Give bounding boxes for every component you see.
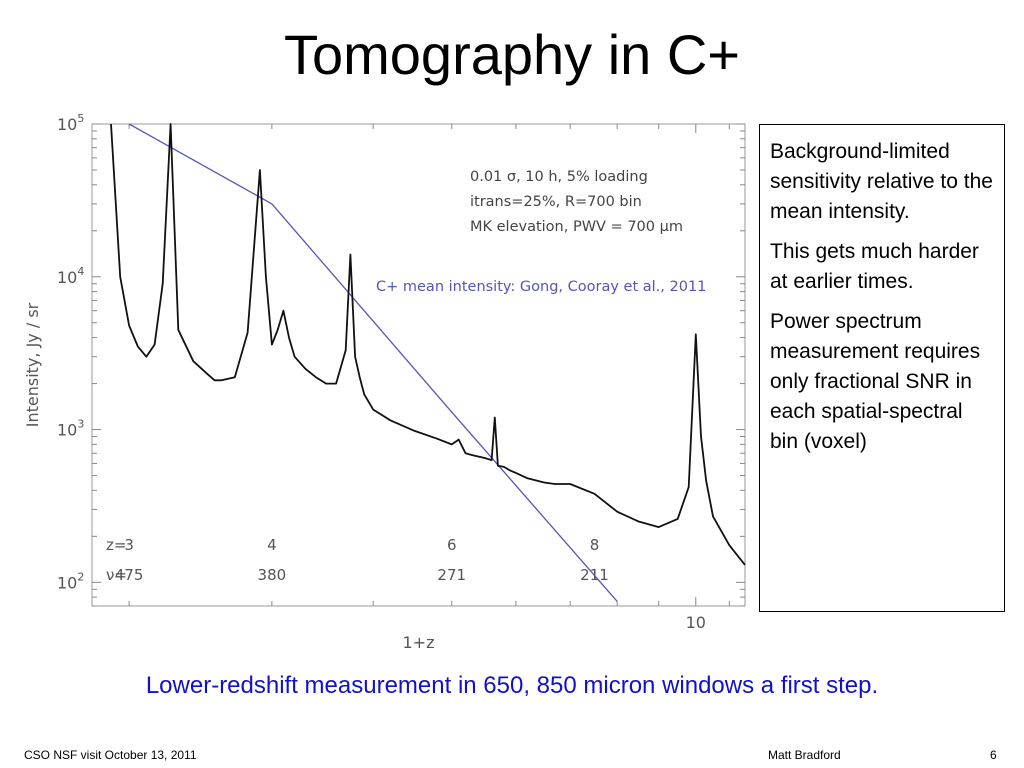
footer-author: Matt Bradford xyxy=(768,748,841,762)
slide-caption: Lower-redshift measurement in 650, 850 m… xyxy=(145,672,879,699)
series-sensitivity-line xyxy=(110,123,746,566)
series-legend-label: C+ mean intensity: Gong, Cooray et al., … xyxy=(376,279,706,295)
x-axis-label: 1+z xyxy=(403,633,435,650)
z-tick-label: 8 xyxy=(590,536,600,554)
plot-annotation: itrans=25%, R=700 bin xyxy=(470,194,642,210)
plot-series xyxy=(110,123,746,602)
note-earlier-times: This gets much harder at earlier times. xyxy=(770,240,979,293)
x-tick-label: 10 xyxy=(686,613,706,632)
y-tick-label: 104 xyxy=(57,265,84,287)
z-tick-label: 4 xyxy=(267,536,277,554)
nu-tick-label: 211 xyxy=(580,566,609,584)
nu-row-label: ν= xyxy=(106,566,127,584)
plot-annotation: MK elevation, PWV = 700 μm xyxy=(470,219,683,235)
nu-tick-label: 380 xyxy=(258,566,287,584)
notes-box: Background-limited sensitivity relative … xyxy=(759,124,1005,612)
slide-title: Tomography in C+ xyxy=(283,23,740,86)
note-background-sensitivity: Background-limited sensitivity relative … xyxy=(770,140,993,223)
y-axis-label: Intensity, Jy / sr xyxy=(23,302,42,427)
plot-labels: 102 103 104 105 10 1+z Intensity, Jy / sr 0.01 … xyxy=(23,112,706,650)
z-tick-label: 6 xyxy=(447,536,457,554)
y-tick-label: 103 xyxy=(57,418,84,440)
plot-border xyxy=(91,123,746,607)
plot-frame xyxy=(91,123,746,607)
z-tick-label: 3 xyxy=(124,536,134,554)
intensity-chart: 102 103 104 105 10 1+z Intensity, Jy / sr 0.01 … xyxy=(23,112,746,650)
series-mean-intensity-line xyxy=(128,123,618,602)
footer-event: CSO NSF visit October 13, 2011 xyxy=(24,748,197,762)
plot-annotation: 0.01 σ, 10 h, 5% loading xyxy=(470,169,648,185)
y-tick-label: 102 xyxy=(57,570,84,592)
note-power-spectrum: Power spectrum measurement requires only… xyxy=(770,310,981,453)
nu-tick-label: 271 xyxy=(437,566,466,584)
y-tick-label: 105 xyxy=(57,112,84,134)
z-row-label: z= xyxy=(106,536,126,554)
nu-tick-label: 475 xyxy=(115,566,144,584)
page-number: 6 xyxy=(990,748,997,762)
